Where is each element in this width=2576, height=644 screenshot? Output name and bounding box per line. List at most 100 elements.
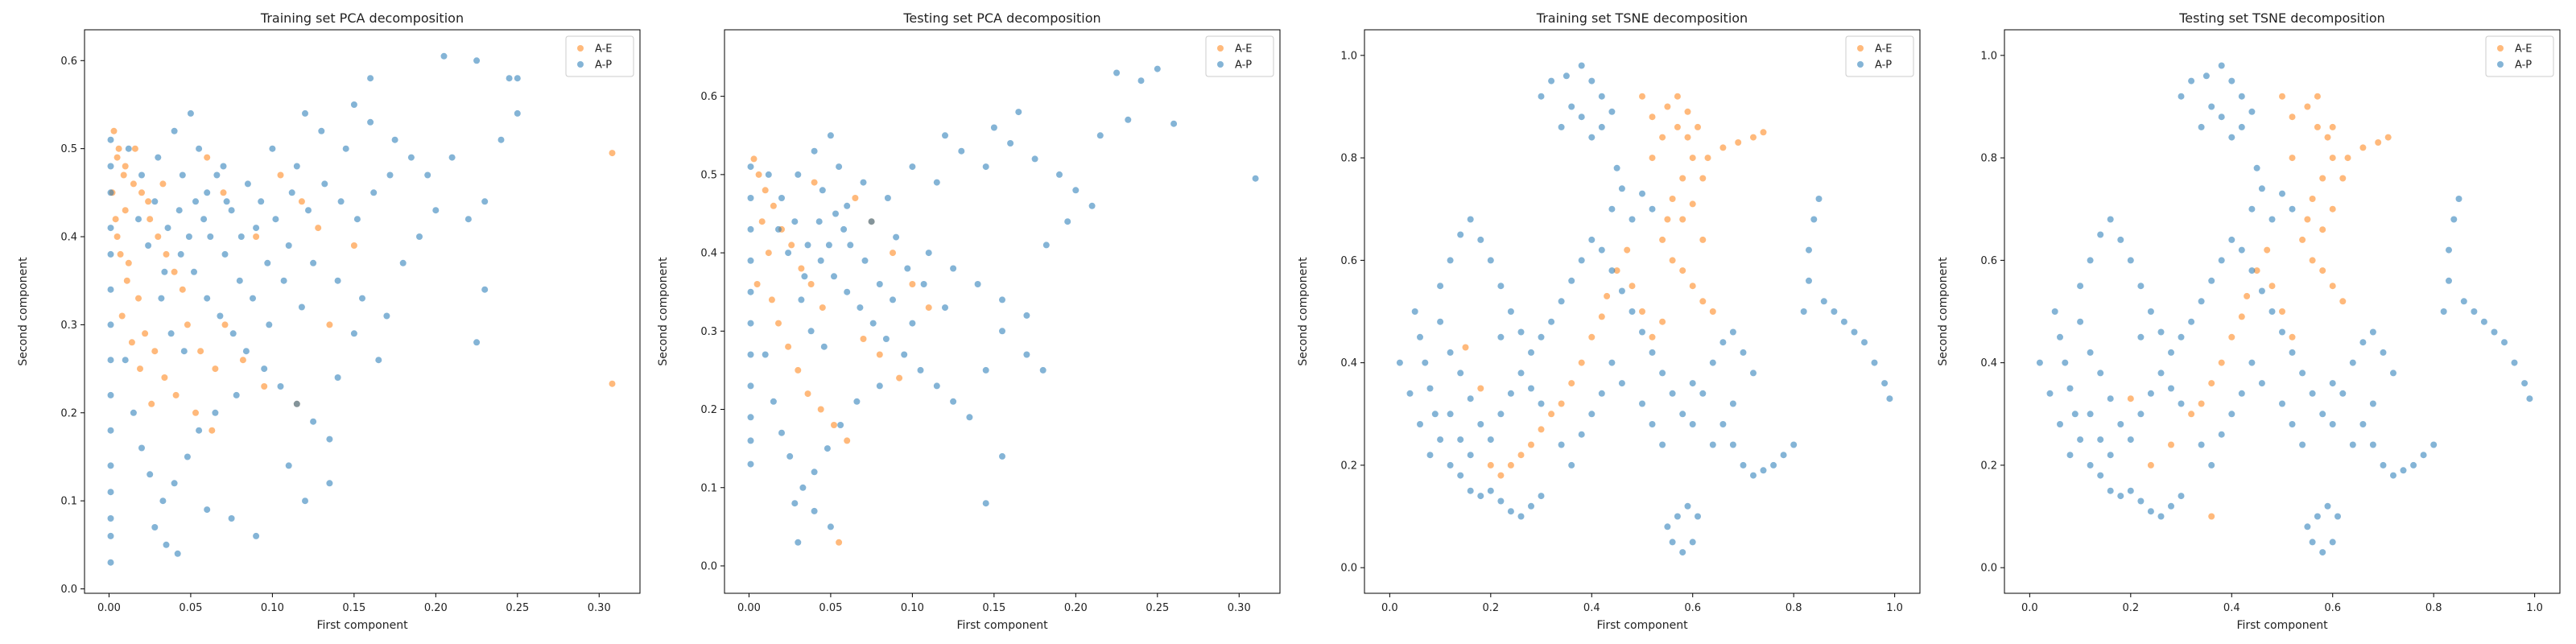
data-point bbox=[1457, 231, 1464, 238]
data-point bbox=[933, 382, 940, 390]
data-point bbox=[2208, 380, 2215, 387]
data-point bbox=[1719, 339, 1727, 346]
data-point bbox=[2314, 93, 2321, 100]
data-point bbox=[840, 225, 848, 233]
data-point bbox=[2107, 395, 2114, 402]
y-axis-label: Second component bbox=[17, 257, 30, 366]
data-point bbox=[1396, 359, 1403, 366]
data-point bbox=[1800, 308, 1807, 315]
data-point bbox=[208, 427, 216, 434]
data-point bbox=[2344, 155, 2351, 162]
legend-label: A-P bbox=[2515, 60, 2532, 72]
data-point bbox=[2198, 123, 2205, 130]
data-point bbox=[204, 506, 211, 514]
data-point bbox=[253, 532, 260, 539]
data-point bbox=[2248, 267, 2256, 275]
data-point bbox=[1624, 246, 1631, 254]
data-point bbox=[2218, 431, 2225, 438]
data-point bbox=[1528, 441, 1534, 448]
data-point bbox=[115, 145, 122, 152]
data-point bbox=[191, 268, 197, 275]
data-point bbox=[204, 295, 211, 302]
data-point bbox=[2339, 298, 2347, 305]
data-point bbox=[1861, 339, 1868, 346]
data-point bbox=[801, 273, 808, 280]
data-point bbox=[2359, 421, 2367, 427]
data-point bbox=[2097, 369, 2104, 377]
data-point bbox=[1568, 461, 1575, 469]
data-point bbox=[1497, 472, 1505, 479]
data-point bbox=[942, 304, 948, 312]
data-point bbox=[107, 250, 114, 258]
data-point bbox=[1871, 359, 1878, 366]
data-point bbox=[2521, 380, 2529, 387]
data-point bbox=[2319, 267, 2326, 275]
data-point bbox=[506, 75, 513, 82]
data-point bbox=[1639, 93, 1645, 100]
data-point bbox=[2329, 283, 2336, 290]
data-point bbox=[990, 124, 997, 131]
data-point bbox=[1447, 257, 1454, 264]
y-tick-label: 0.2 bbox=[1340, 460, 1357, 472]
data-point bbox=[2244, 292, 2251, 299]
data-point bbox=[950, 265, 957, 272]
data-point bbox=[293, 400, 300, 407]
data-point bbox=[750, 155, 758, 163]
data-point bbox=[1457, 436, 1464, 444]
data-point bbox=[2304, 103, 2311, 110]
data-point bbox=[481, 286, 489, 293]
data-point bbox=[2137, 497, 2145, 505]
data-point bbox=[1659, 134, 1666, 141]
data-point bbox=[1608, 267, 1616, 275]
chart-panel-3: 0.0 0.2 0.4 0.6 0.8 1.0 0.0 0.2 0.4 0.6 0.8 1.0 Trai… bbox=[1297, 10, 1921, 632]
data-point bbox=[1669, 196, 1676, 202]
data-point bbox=[1639, 190, 1645, 197]
data-point bbox=[753, 281, 761, 287]
data-point bbox=[120, 171, 127, 179]
x-tick-label: 0.6 bbox=[2324, 602, 2341, 614]
x-tick-label: 0.00 bbox=[97, 602, 121, 614]
data-point bbox=[130, 180, 137, 188]
data-point bbox=[2324, 134, 2331, 141]
data-point bbox=[130, 409, 137, 416]
data-point bbox=[2349, 359, 2356, 366]
data-point bbox=[359, 295, 365, 302]
data-point bbox=[1538, 93, 1545, 100]
data-point bbox=[1507, 308, 1514, 315]
y-tick-label: 0.8 bbox=[1340, 153, 1357, 165]
data-point bbox=[2349, 441, 2356, 448]
data-point bbox=[1709, 441, 1716, 448]
data-point bbox=[1578, 431, 1585, 438]
data-point bbox=[950, 398, 957, 405]
chart-title: Testing set TSNE decomposition bbox=[2178, 10, 2385, 26]
data-point bbox=[920, 281, 927, 287]
y-tick-label: 0.0 bbox=[700, 560, 717, 572]
data-point bbox=[1588, 236, 1596, 243]
data-point bbox=[264, 259, 271, 266]
series-A-P bbox=[2036, 62, 2533, 556]
data-point bbox=[107, 321, 114, 328]
data-point bbox=[2188, 411, 2195, 418]
data-point bbox=[1608, 205, 1616, 213]
data-point bbox=[424, 171, 431, 179]
data-point bbox=[609, 380, 616, 387]
data-point bbox=[825, 242, 832, 249]
data-point bbox=[2147, 461, 2154, 469]
data-point bbox=[147, 471, 154, 478]
data-point bbox=[137, 365, 143, 373]
data-point bbox=[350, 330, 357, 337]
legend-marker bbox=[577, 45, 584, 52]
data-point bbox=[1659, 441, 1666, 448]
data-point bbox=[107, 391, 114, 398]
data-point bbox=[2238, 313, 2245, 320]
data-point bbox=[1699, 298, 1707, 305]
data-point bbox=[2258, 185, 2265, 192]
data-point bbox=[1629, 283, 1636, 290]
data-point bbox=[1684, 502, 1691, 510]
x-tick-label: 0.2 bbox=[1482, 602, 1499, 614]
x-tick-label: 0.05 bbox=[179, 602, 202, 614]
data-point bbox=[1538, 400, 1545, 407]
data-point bbox=[1760, 129, 1767, 136]
data-point bbox=[1538, 493, 1545, 500]
data-point bbox=[1538, 426, 1545, 433]
